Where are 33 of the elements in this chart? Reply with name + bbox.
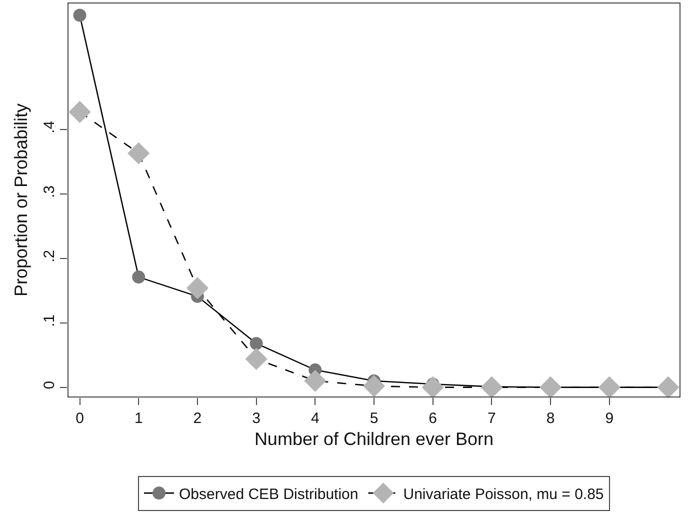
x-tick-label: 1 xyxy=(134,410,143,427)
point xyxy=(250,336,263,350)
point xyxy=(598,376,620,398)
x-tick-label: 5 xyxy=(370,410,378,427)
point xyxy=(73,8,86,22)
y-tick-label: .2 xyxy=(41,250,58,262)
point xyxy=(480,376,503,398)
legend-label: Observed CEB Distribution xyxy=(179,486,358,503)
point xyxy=(245,348,268,370)
x-tick-label: 0 xyxy=(76,410,84,427)
x-tick-label: 2 xyxy=(193,410,202,427)
legend-label: Univariate Poisson, mu = 0.85 xyxy=(403,486,604,503)
x-tick-label: 4 xyxy=(310,410,320,427)
x-tick-label: 7 xyxy=(488,410,496,427)
point xyxy=(186,276,209,300)
y-tick-label: .1 xyxy=(41,314,58,327)
y-tick-label: .4 xyxy=(41,120,58,134)
point xyxy=(68,100,91,124)
x-tick-label: 9 xyxy=(605,410,614,427)
x-tick-label: 3 xyxy=(252,410,260,427)
y-axis-title: Proportion or Probability xyxy=(11,103,32,297)
x-tick-label: 8 xyxy=(546,410,555,427)
point xyxy=(128,142,150,164)
y-tick-label: 0 xyxy=(41,380,58,390)
x-tick-label: 6 xyxy=(428,410,438,427)
point xyxy=(132,270,146,284)
x-axis-title: Number of Children ever Born xyxy=(254,429,494,450)
point xyxy=(539,376,562,398)
point xyxy=(362,374,386,398)
y-tick-label: .3 xyxy=(41,185,58,198)
point xyxy=(304,370,326,392)
point xyxy=(657,376,680,398)
point xyxy=(422,376,444,398)
